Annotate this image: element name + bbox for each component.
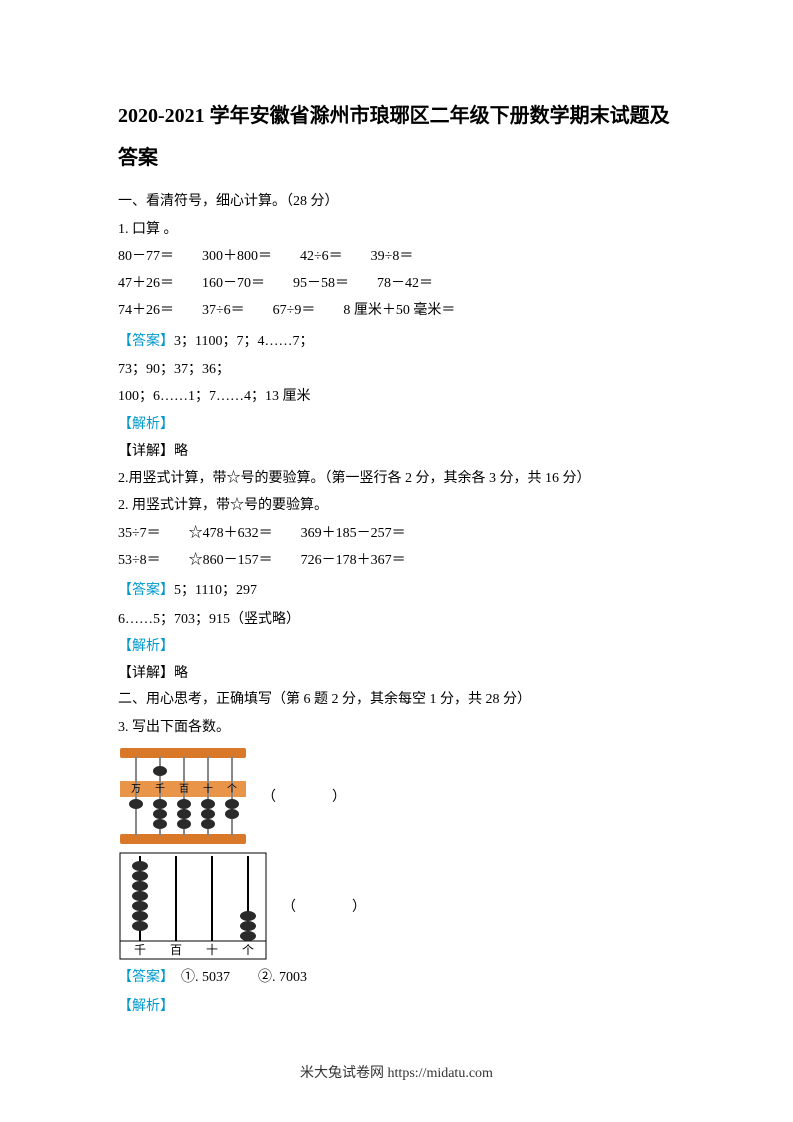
svg-text:个: 个: [227, 783, 237, 795]
q2-answer2: 6……5；703；915（竖式略）: [118, 606, 675, 633]
svg-text:千: 千: [155, 783, 165, 795]
analysis-label-3: 【解析】: [118, 993, 675, 1020]
abacus2-container: 千 百 十 个 （ ）: [118, 851, 675, 961]
answer-label: 【答案】: [118, 334, 174, 349]
q1-row3: 74＋26＝ 37÷6＝ 67÷9＝ 8 厘米＋50 毫米＝: [118, 297, 675, 324]
q1-answer1: 3；1100；7；4……7；: [174, 334, 313, 349]
q2-label: 2. 用竖式计算，带☆号的要验算。: [118, 492, 675, 519]
q2-row1: 35÷7＝ ☆478＋632＝ 369＋185－257＝: [118, 520, 675, 547]
q1-label: 1. 口算 。: [118, 216, 675, 243]
q1-row1: 80－77＝ 300＋800＝ 42÷6＝ 39÷8＝: [118, 243, 675, 270]
section2-header: 二、用心思考，正确填写（第 6 题 2 分，其余每空 1 分，共 28 分）: [118, 687, 675, 714]
analysis-label: 【解析】: [118, 411, 675, 438]
abacus1-blank: （ ）: [262, 786, 346, 806]
q2-intro: 2.用竖式计算，带☆号的要验算。（第一竖行各 2 分，其余各 3 分，共 16 …: [118, 465, 675, 492]
q1-answer2: 73；90；37；36；: [118, 356, 675, 383]
analysis-label-2: 【解析】: [118, 633, 675, 660]
svg-text:个: 个: [242, 943, 254, 957]
q3-answer: ①. 5037 ②. 7003: [167, 970, 307, 985]
abacus1-image: 万 千 百 十 个: [118, 746, 248, 846]
abacus1-container: 万 千 百 十 个 （ ）: [118, 746, 675, 846]
svg-text:百: 百: [170, 943, 182, 957]
abacus2-image: 千 百 十 个: [118, 851, 268, 961]
page-footer: 米大兔试卷网 https://midatu.com: [0, 1062, 793, 1082]
q2-answer1: 5；1110；297: [174, 583, 257, 598]
answer-label-2: 【答案】: [118, 583, 174, 598]
svg-text:十: 十: [206, 943, 218, 957]
q2-row2: 53÷8＝ ☆860－157＝ 726－178＋367＝: [118, 547, 675, 574]
page-title: 2020-2021 学年安徽省滁州市琅琊区二年级下册数学期末试题及答案: [118, 95, 675, 179]
q1-row2: 47＋26＝ 160－70＝ 95－58＝ 78－42＝: [118, 270, 675, 297]
detail-label-2: 【详解】略: [118, 660, 675, 687]
detail-label: 【详解】略: [118, 438, 675, 465]
svg-text:十: 十: [203, 782, 213, 795]
q1-answer3: 100；6……1；7……4；13 厘米: [118, 383, 675, 410]
svg-text:万: 万: [131, 784, 141, 795]
q3-label: 3. 写出下面各数。: [118, 714, 675, 741]
section1-header: 一、看清符号，细心计算。（28 分）: [118, 189, 675, 216]
abacus2-blank: （ ）: [282, 896, 366, 916]
answer-label-3: 【答案】: [118, 970, 167, 985]
svg-text:千: 千: [134, 943, 146, 957]
svg-text:百: 百: [179, 783, 189, 795]
